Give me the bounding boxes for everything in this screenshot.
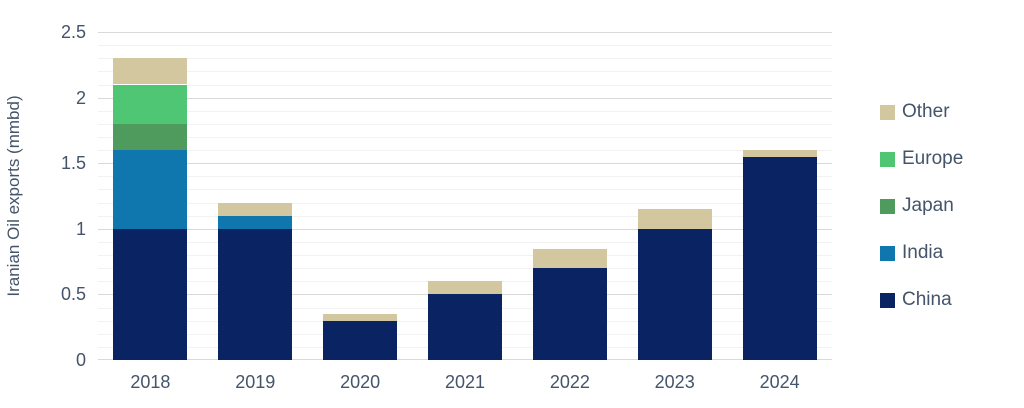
bar-segment-other-2019 <box>218 202 293 216</box>
bar-segment-europe-2018 <box>113 84 188 124</box>
minor-gridline <box>98 123 832 125</box>
bar-segment-other-2021 <box>428 281 502 295</box>
major-gridline <box>98 97 832 99</box>
bar-segment-china-2024 <box>742 156 817 360</box>
legend-swatch-icon <box>880 198 895 214</box>
bar-segment-japan-2018 <box>113 123 188 150</box>
bar-segment-china-2020 <box>323 320 398 360</box>
minor-gridline <box>98 176 832 178</box>
minor-gridline <box>98 45 832 47</box>
minor-gridline <box>98 189 832 191</box>
major-gridline <box>98 228 832 230</box>
bar-segment-china-2018 <box>113 228 188 360</box>
minor-gridline <box>98 255 832 256</box>
bar-segment-other-2020 <box>323 314 398 321</box>
legend-item-china: China <box>880 289 963 310</box>
minor-gridline <box>98 150 832 152</box>
legend-label: Other <box>902 101 950 122</box>
legend-label: Europe <box>902 148 964 169</box>
minor-gridline <box>98 71 832 73</box>
y-tick-label-0.5: 0.5 <box>60 284 86 305</box>
legend-label: China <box>902 289 952 310</box>
bar-segment-other-2022 <box>532 248 607 269</box>
minor-gridline <box>98 137 832 138</box>
x-tick-label-2019: 2019 <box>235 372 276 392</box>
legend-label: India <box>902 242 944 263</box>
minor-gridline <box>98 202 832 204</box>
y-tick-label-1: 1 <box>75 218 86 239</box>
bar-segment-china-2021 <box>428 294 502 360</box>
legend-item-europe: Europe <box>880 148 964 169</box>
bar-segment-other-2024 <box>742 150 817 157</box>
legend-swatch-icon <box>880 245 895 261</box>
bar-segment-india-2019 <box>218 215 293 229</box>
y-tick-label-2: 2 <box>75 87 86 108</box>
x-tick-label-2024: 2024 <box>759 372 800 392</box>
legend-swatch-icon <box>880 151 895 167</box>
legend-label: Japan <box>902 195 954 216</box>
legend-swatch-icon <box>880 292 895 308</box>
bar-segment-other-2018 <box>113 58 188 85</box>
x-tick-label-2023: 2023 <box>654 372 695 392</box>
bar-segment-china-2019 <box>218 228 293 360</box>
x-tick-label-2022: 2022 <box>549 372 590 392</box>
legend-item-other: Other <box>880 101 963 122</box>
legend-swatch-icon <box>880 104 895 120</box>
legend-item-india: India <box>880 242 963 263</box>
minor-gridline <box>98 268 832 270</box>
bar-segment-china-2022 <box>532 268 607 360</box>
bar-segment-china-2023 <box>637 228 712 360</box>
major-gridline <box>98 163 832 165</box>
minor-gridline <box>98 58 832 60</box>
y-tick-label-2.5: 2.5 <box>60 22 86 42</box>
bar-segment-india-2018 <box>113 150 188 229</box>
plot-area <box>98 32 832 360</box>
legend-item-japan: Japan <box>880 195 963 216</box>
minor-gridline <box>98 215 832 217</box>
minor-gridline <box>98 84 832 86</box>
minor-gridline <box>98 241 832 243</box>
minor-gridline <box>98 110 832 112</box>
legend: Other Europe Japan India China <box>880 101 964 337</box>
y-tick-label-1.5: 1.5 <box>60 153 86 174</box>
major-gridline <box>98 32 832 33</box>
x-tick-label-2018: 2018 <box>130 372 171 392</box>
bar-segment-other-2023 <box>637 209 712 229</box>
x-tick-label-2020: 2020 <box>340 372 381 392</box>
x-tick-label-2021: 2021 <box>444 372 486 392</box>
y-tick-label-0: 0 <box>75 350 86 370</box>
